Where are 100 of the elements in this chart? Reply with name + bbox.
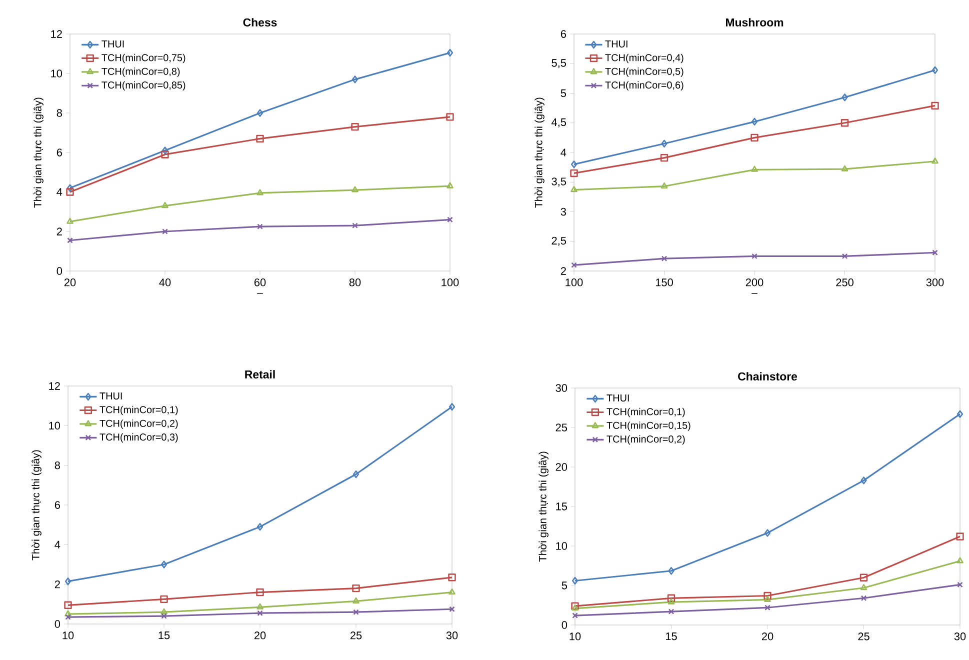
point [352,186,358,192]
y-tick-label: 5 [560,89,566,98]
point [660,182,668,189]
y-tick-label: 10 [556,542,568,550]
point [668,608,674,614]
y-tick-label: 2 [54,580,60,588]
y-axis-title: Thời gian thực thi (giây) [534,98,544,208]
point [931,102,939,110]
x-tick-label: 200 [746,278,764,286]
point [842,253,848,260]
y-tick-label: 2 [56,228,62,236]
y-tick-label: 10 [49,422,60,430]
legend-label: TCH(minCor=0,2) [606,435,685,445]
legend-label: TCH(minCor=0,8) [102,68,180,77]
y-tick-label: 3,5 [552,178,566,187]
point [257,610,263,616]
legend-label: TCH(minCor=0,3) [100,433,178,443]
point [448,574,456,582]
legend-label: TCH(minCor=0,75) [102,54,186,64]
legend-label: THUI [605,40,628,48]
y-tick-label: 4 [54,540,60,548]
point [860,476,867,484]
legend-label: TCH(minCor=0,4) [605,54,684,64]
y-tick-label: 6 [560,30,566,38]
point [751,118,758,126]
point [162,202,168,208]
point [256,134,264,143]
point [660,154,668,162]
point [352,584,360,592]
point [860,595,867,602]
point [256,588,264,596]
point [668,598,675,604]
point [352,470,360,478]
x-tick-label: 10 [570,632,581,640]
y-axis-title: Thời gian thực thi (giây) [34,98,44,208]
point [750,134,758,142]
point [446,113,454,121]
x-tick-label: 25 [350,632,362,640]
point [256,522,264,531]
x-tick-label: 250 [836,278,854,286]
legend-label: TCH(minCor=0,85) [102,81,186,91]
point [667,594,676,602]
point [764,604,770,611]
point [257,224,263,230]
point [160,560,168,568]
point [764,596,771,602]
y-tick-label: 2,5 [552,236,566,246]
y-tick-label: 5 [562,582,568,590]
legend-label: TCH(minCor=0,5) [605,68,684,77]
x-tick-label: 15 [666,632,677,640]
y-tick-label: 0 [54,620,60,628]
x-tick-label: 30 [446,632,458,640]
point [160,595,168,604]
y-tick-label: 4,5 [552,118,566,128]
x-tick-label: 15 [158,632,170,640]
y-axis-title: Thời gian thực thi (giây) [32,450,42,560]
y-tick-label: 0 [56,267,62,275]
x-tick-label: 20 [254,632,266,640]
x-tick-label: 10 [62,632,74,640]
y-tick-label: 5,5 [552,59,566,68]
point [751,166,758,172]
x-tick-label: 300 [926,278,944,286]
point [661,140,668,148]
x-tick-label: 40 [159,278,171,286]
point [66,188,74,196]
y-tick-label: 0 [562,621,568,629]
point [860,584,868,590]
point [842,94,848,102]
point [256,189,264,196]
y-tick-label: 12 [51,30,62,38]
point [956,532,964,540]
y-tick-label: 30 [556,384,568,392]
x-axis-title: – [752,293,758,294]
y-tick-label: 6 [56,148,62,156]
chart-title: Mushroom [726,18,784,26]
point [256,603,264,610]
legend-label: THUI [606,394,629,402]
legend-label: THUI [102,40,124,48]
y-tick-label: 3 [560,208,566,216]
x-tick-label: 25 [858,632,870,640]
legend-label: TCH(minCor=0,6) [605,81,684,91]
point [860,574,868,582]
y-axis-title: Thời gian thực thi (giây) [538,452,548,562]
point [160,608,168,614]
y-tick-label: 12 [49,382,60,390]
x-tick-label: 20 [64,278,76,286]
y-tick-label: 20 [556,463,568,471]
point [352,222,358,228]
legend-label: THUI [100,392,122,400]
point [353,609,359,616]
point [352,76,358,84]
chart-title: Retail [245,370,275,378]
legend-label: TCH(minCor=0,15) [606,422,690,431]
legend-label: TCH(minCor=0,1) [606,408,685,418]
x-tick-label: 80 [349,278,361,286]
x-tick-label: 20 [762,632,774,640]
y-tick-label: 25 [556,424,568,432]
point [841,165,848,172]
point [161,613,167,619]
point [161,150,169,158]
